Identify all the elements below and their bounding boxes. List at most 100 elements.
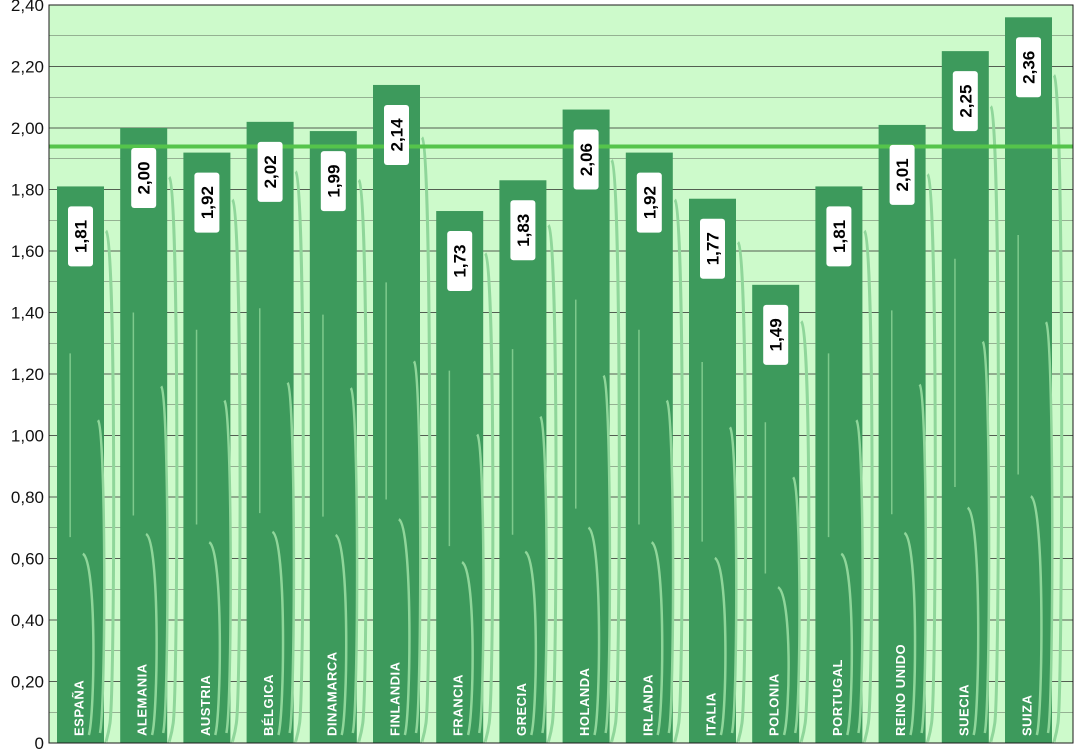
bar-value-label: 1,99 [320, 151, 346, 212]
bar-highlight-lower [208, 541, 222, 736]
bar-body [246, 121, 294, 743]
bar-body [941, 51, 989, 743]
bar [562, 109, 621, 743]
bar-value-label: 1,92 [636, 172, 662, 233]
bar-highlight-right [925, 173, 937, 743]
value-label-text: 2,01 [893, 158, 912, 191]
bar-highlight-inner [602, 374, 612, 734]
value-label-box [320, 151, 346, 212]
value-label-box [636, 172, 662, 233]
bar-body [309, 131, 357, 743]
data-labels: 1,81 2,00 1,92 2,02 1,99 2,14 1,73 1,83 2,06 1,92… [68, 37, 1041, 365]
bar-body [689, 198, 736, 743]
bar-highlight-right [673, 198, 684, 743]
bar-body [120, 128, 168, 743]
bar-highlight-lower [777, 586, 790, 736]
bar-highlight-lower [334, 533, 348, 736]
bar-highlight-inner [728, 426, 738, 734]
bar-body [562, 109, 610, 743]
bar-value-label: 1,73 [447, 231, 473, 292]
category-label: HOLANDA [577, 667, 592, 736]
bar [941, 51, 1000, 743]
bar-highlight-right [230, 198, 242, 743]
value-label-text: 1,83 [514, 214, 533, 247]
category-label: FRANCIA [451, 674, 466, 736]
bar-highlight-right [357, 178, 368, 743]
value-label-box [257, 141, 283, 202]
bar-value-label: 2,06 [573, 129, 599, 190]
value-label-box [573, 129, 599, 190]
y-tick-label: 0,20 [11, 673, 44, 692]
y-tick-label: 2,00 [11, 119, 44, 138]
value-label-text: 1,81 [72, 220, 91, 253]
value-label-text: 2,02 [261, 155, 280, 188]
bar-highlight-lower [587, 526, 601, 736]
bar-value-label: 1,81 [68, 206, 93, 267]
bar [689, 198, 748, 743]
bar-body [499, 180, 547, 743]
category-label: BÉLGICA [261, 674, 276, 736]
value-label-box [131, 148, 157, 208]
bar-highlight-inner [96, 419, 106, 734]
y-tick-label: 0,40 [11, 611, 44, 630]
bar-highlight-lower [397, 518, 411, 736]
category-label: PORTUGAL [830, 659, 845, 736]
value-label-text: 2,06 [577, 143, 596, 176]
bar-highlight-right [167, 176, 179, 743]
bar-highlight-inner [476, 433, 485, 734]
value-label-box [447, 231, 473, 292]
bar [878, 124, 937, 743]
value-label-box [194, 172, 220, 233]
y-tick-label: 2,20 [11, 58, 44, 77]
bar [120, 128, 179, 743]
value-label-box [1016, 37, 1041, 98]
bar [373, 84, 432, 743]
bar-highlight-right [799, 320, 811, 743]
bar-highlight-right [736, 241, 748, 743]
bar-highlight-lower [966, 506, 980, 736]
bar-body [436, 211, 484, 743]
bar-highlight-right [420, 136, 432, 743]
bar-highlight-inner [981, 340, 991, 734]
category-label: ESPAÑA [72, 680, 87, 736]
category-label: GRECIA [514, 682, 529, 736]
bar-highlight-lower [903, 531, 917, 736]
bar-value-label: 2,00 [131, 148, 157, 208]
value-label-text: 1,73 [451, 244, 470, 277]
bar-value-label: 1,81 [826, 206, 852, 267]
value-label-text: 2,00 [135, 161, 154, 194]
value-label-text: 1,49 [767, 318, 786, 351]
bar-highlight-right [293, 170, 305, 743]
bar-body [373, 84, 420, 743]
bar-highlight-right [104, 229, 116, 743]
bar-highlight-lower [840, 552, 854, 736]
value-label-box [384, 104, 409, 165]
category-label: ITALIA [704, 692, 719, 736]
value-label-box [889, 144, 915, 205]
bar [815, 186, 874, 743]
value-label-text: 2,36 [1020, 51, 1039, 84]
plot-border [48, 4, 1074, 744]
bar-highlight-right [546, 224, 558, 743]
y-tick-label: 0 [35, 734, 44, 752]
bar-value-label: 2,01 [889, 144, 915, 205]
category-label: SUECIA [956, 684, 971, 736]
value-label-text: 2,14 [388, 118, 407, 152]
value-label-text: 1,92 [198, 186, 217, 219]
bar-highlight-inner [223, 399, 232, 734]
bar-highlight-inner [792, 476, 801, 734]
value-label-box [510, 200, 536, 261]
category-label: IRLANDA [640, 674, 655, 736]
bar-value-label: 2,36 [1016, 37, 1041, 98]
bar-highlight-inner [1044, 321, 1054, 734]
bar [1005, 17, 1064, 743]
category-label: ALEMANIA [135, 663, 150, 736]
y-tick-label: 1,40 [11, 304, 44, 323]
value-label-box [826, 206, 852, 267]
y-axis: 0 0,20 0,40 0,60 0,80 1,00 1,20 1,40 1,60 1,80 2,0… [11, 0, 44, 752]
bar-body [815, 186, 863, 743]
bars [57, 17, 1064, 743]
y-tick-label: 1,80 [11, 181, 44, 200]
bar-highlight-lower [271, 530, 285, 736]
